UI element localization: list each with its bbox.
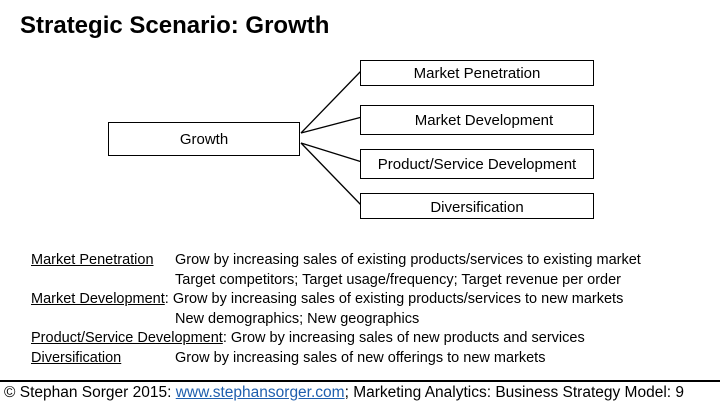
legend-term: Diversification	[31, 349, 122, 366]
legend-row: Diversification Grow by increasing sales…	[31, 349, 701, 369]
legend-detail-row: New demographics; New geographics	[31, 310, 701, 330]
footer-divider	[0, 380, 720, 382]
connector-market-penetration	[300, 69, 363, 134]
legend-detail-row: Target competitors; Target usage/frequen…	[31, 271, 701, 291]
product-service-development-label: Product/Service Development	[377, 155, 577, 173]
legend-description: Grow by increasing sales of new offering…	[175, 349, 546, 366]
market-development-label: Market Development	[414, 111, 554, 129]
legend-row: Market Penetration Grow by increasing sa…	[31, 251, 701, 271]
legend-description: Grow by increasing sales of existing pro…	[175, 252, 641, 268]
footer-website-link[interactable]: www.stephansorger.com	[175, 384, 345, 401]
footer-course-info: ; Marketing Analytics: Business Strategy…	[344, 384, 685, 401]
slide-title: Strategic Scenario: Growth	[20, 12, 330, 39]
footer: © Stephan Sorger 2015: www.stephansorger…	[4, 384, 684, 402]
legend-detail: Target competitors; Target usage/frequen…	[175, 271, 621, 288]
connector-diversification	[300, 142, 363, 207]
market-penetration-label: Market Penetration	[413, 64, 541, 82]
footer-copyright: © Stephan Sorger 2015:	[4, 384, 176, 401]
growth-label: Growth	[179, 131, 229, 148]
growth-box: Growth	[108, 122, 300, 156]
market-development-box: Market Development	[360, 105, 594, 135]
legend: Market Penetration Grow by increasing sa…	[31, 251, 701, 368]
connector-product-service-development	[300, 142, 363, 163]
legend-detail: New demographics; New geographics	[175, 310, 420, 327]
legend-row: Market Development : Grow by increasing …	[31, 290, 701, 310]
diversification-box: Diversification	[360, 193, 594, 219]
legend-description: : Grow by increasing sales of existing p…	[164, 291, 624, 307]
legend-term: Market Development	[31, 291, 165, 307]
legend-term: Product/Service Development	[31, 330, 223, 346]
market-penetration-box: Market Penetration	[360, 60, 594, 86]
legend-description: : Grow by increasing sales of new produc…	[222, 330, 585, 346]
legend-row: Product/Service Development : Grow by in…	[31, 329, 701, 349]
legend-term: Market Penetration	[31, 252, 154, 268]
connector-market-development	[300, 116, 363, 134]
product-service-development-box: Product/Service Development	[360, 149, 594, 179]
diversification-label: Diversification	[430, 199, 524, 216]
